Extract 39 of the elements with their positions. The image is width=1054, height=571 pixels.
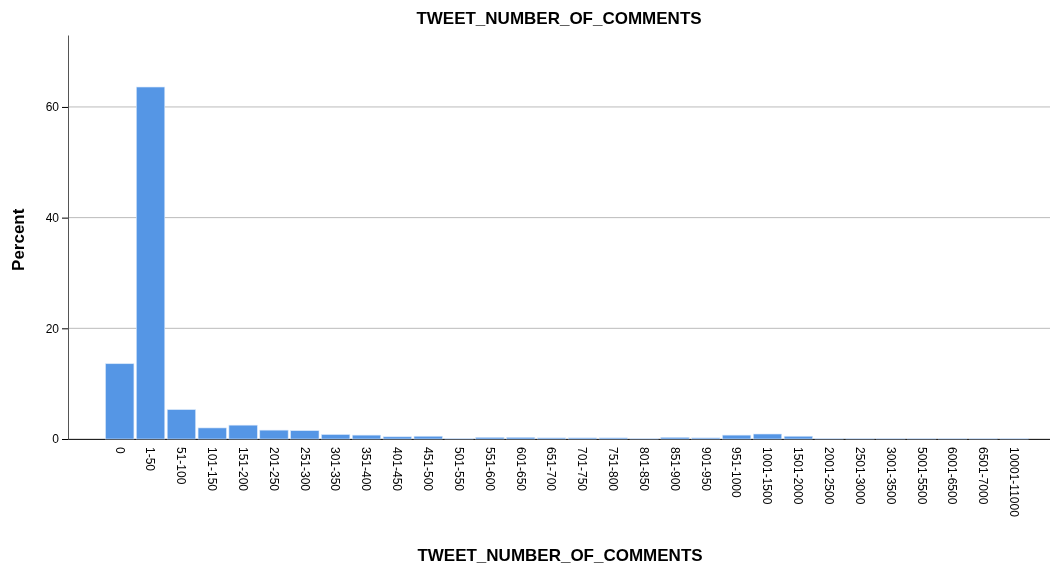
x-tick-label: 6001-6500 <box>945 447 960 505</box>
x-tick-label: 551-600 <box>482 447 497 492</box>
x-tick-label: 1-50 <box>143 447 158 472</box>
x-tick-label: 51-100 <box>174 447 189 485</box>
x-tick-label: 901-950 <box>698 447 713 492</box>
x-tick-label: 1501-2000 <box>791 447 806 505</box>
x-tick-label: 651-700 <box>544 447 559 492</box>
x-tick-label: 3001-3500 <box>883 447 898 505</box>
x-tick-label: 1001-1500 <box>760 447 775 505</box>
bar <box>352 434 381 440</box>
x-tick-label: 851-900 <box>667 447 682 492</box>
x-tick-label: 751-800 <box>606 447 621 492</box>
x-tick-label: 6501-7000 <box>976 447 991 505</box>
x-tick-label: 801-850 <box>636 447 651 492</box>
y-tick-label: 20 <box>45 321 60 336</box>
x-tick-label: 601-650 <box>513 447 528 492</box>
y-axis-title: Percent <box>9 208 28 271</box>
x-tick-label: 101-150 <box>205 447 220 492</box>
y-tick-label: 60 <box>45 100 60 115</box>
x-tick-label: 5001-5500 <box>914 447 929 505</box>
x-axis-title: TWEET_NUMBER_OF_COMMENTS <box>417 546 703 565</box>
y-tick-label: 40 <box>45 210 60 225</box>
x-tick-label: 151-200 <box>235 447 250 492</box>
x-tick-label: 251-300 <box>297 447 312 492</box>
x-tick-label: 701-750 <box>575 447 590 492</box>
x-tick-label: 951-1000 <box>729 447 744 499</box>
x-tick-label: 201-250 <box>266 447 281 492</box>
x-tick-label: 451-500 <box>420 447 435 492</box>
y-tick-label: 0 <box>52 432 60 447</box>
x-tick-label: 351-400 <box>359 447 374 492</box>
bar <box>753 433 782 440</box>
x-tick-label: 401-450 <box>390 447 405 492</box>
x-tick-label: 10001-11000 <box>1007 447 1022 518</box>
x-tick-label: 0 <box>112 447 127 454</box>
x-tick-label: 2501-3000 <box>852 447 867 505</box>
chart-title: TWEET_NUMBER_OF_COMMENTS <box>416 9 702 28</box>
x-tick-label: 501-550 <box>451 447 466 492</box>
x-tick-label: 2001-2500 <box>821 447 836 505</box>
x-tick-label: 301-350 <box>328 447 343 492</box>
